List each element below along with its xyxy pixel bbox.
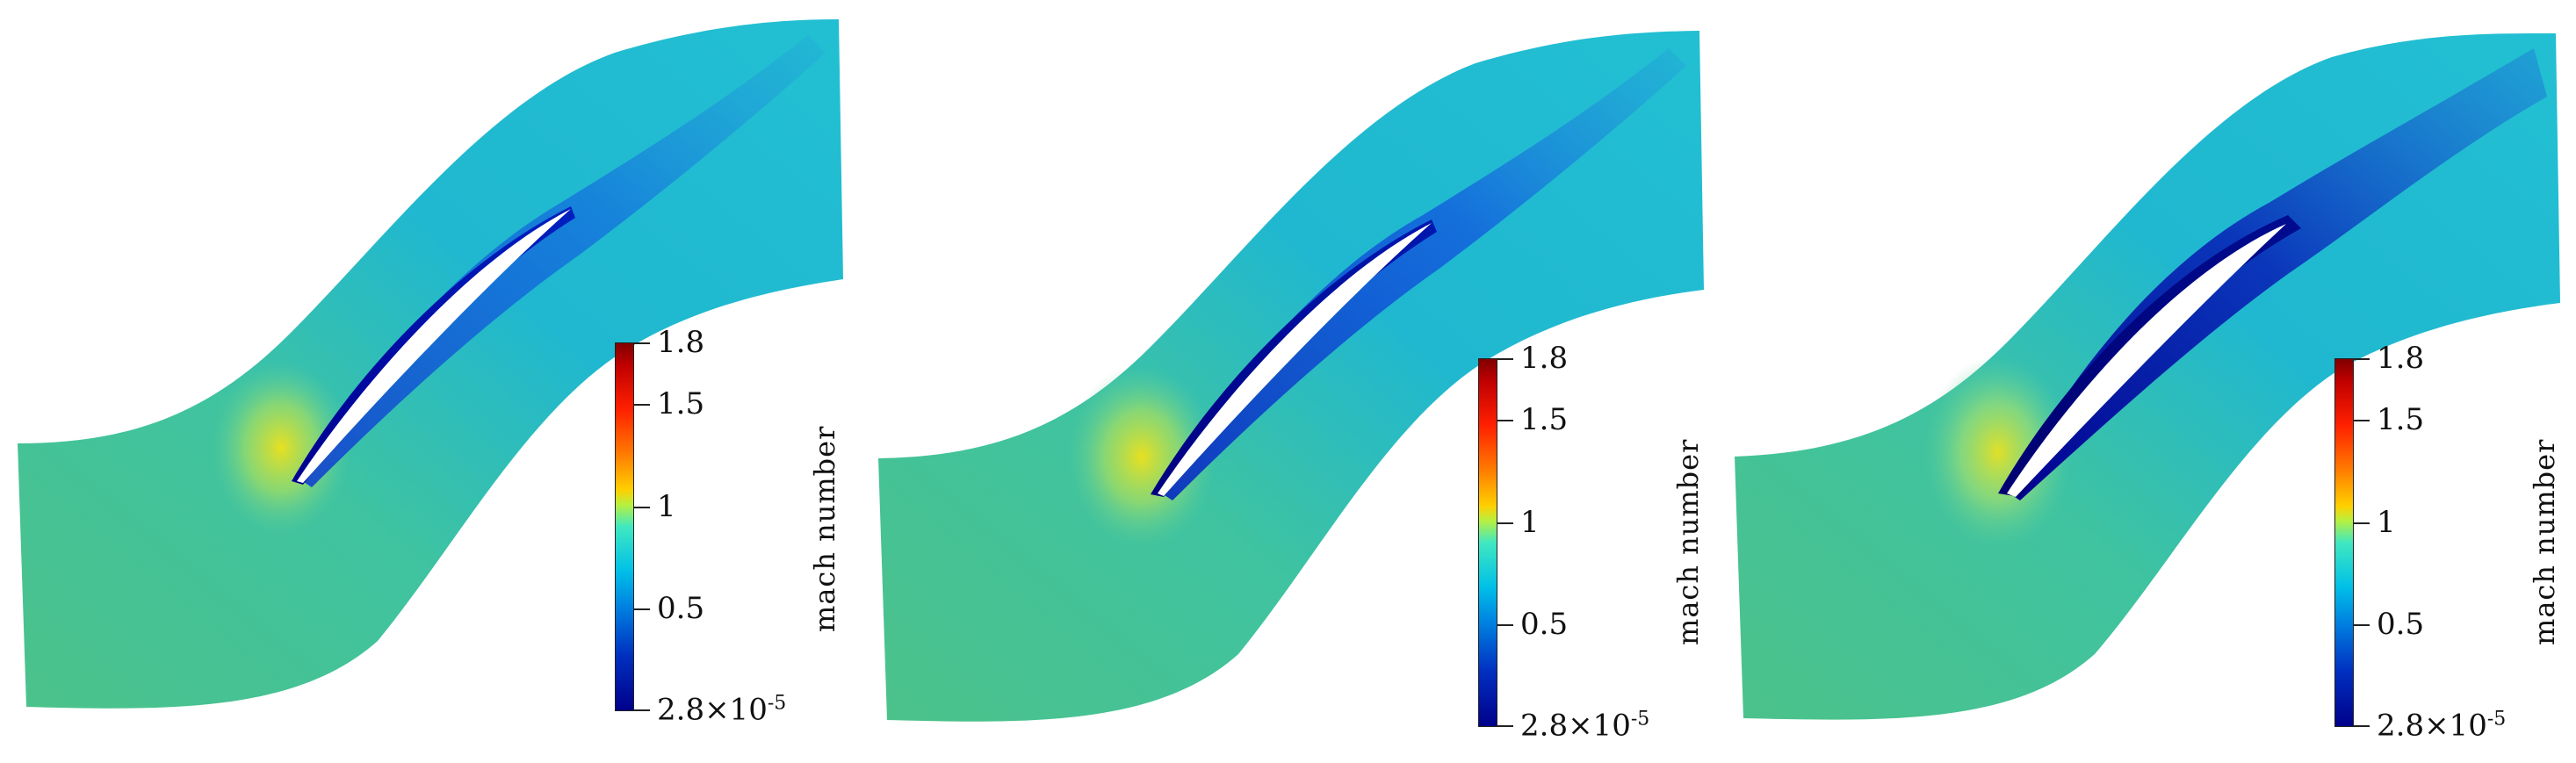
tick-label-1-5: 1.5	[657, 386, 705, 421]
panel-1: 1.8 1.5 1 0.5 2.8×10-5 mach number	[0, 0, 858, 763]
suction-side-low-mach	[2007, 48, 2547, 500]
colorbar-gradient	[1478, 358, 1497, 727]
tick-label-0-5: 0.5	[657, 591, 705, 626]
mach-contour-plot	[18, 19, 843, 709]
tick-label-max: 1.8	[2377, 341, 2425, 376]
tick-label-1-5: 1.5	[2377, 402, 2425, 437]
stagnation-region	[1923, 356, 2073, 549]
tick-label-1: 1	[1520, 505, 1540, 540]
colorbar-gradient	[615, 342, 634, 711]
panel-3: 1.8 1.5 1 0.5 2.8×10-5 mach number	[1717, 0, 2575, 763]
colorbar-label: mach number	[2528, 438, 2561, 645]
tick-label-0-5: 0.5	[1520, 607, 1569, 642]
panel-2: 1.8 1.5 1 0.5 2.8×10-5 mach number	[861, 0, 1719, 763]
colorbar-label: mach number	[1671, 438, 1705, 645]
colorbar: 1.8 1.5 1 0.5 2.8×10-5	[615, 328, 786, 725]
tick-label-1: 1	[657, 489, 676, 524]
tick-label-1-5: 1.5	[1520, 402, 1569, 437]
stagnation-region	[1067, 364, 1216, 549]
tick-label-min: 2.8×10-5	[657, 692, 787, 728]
tick-label-min: 2.8×10-5	[1520, 708, 1650, 744]
tick-label-max: 1.8	[657, 325, 705, 360]
tick-label-0-5: 0.5	[2377, 607, 2425, 642]
tick-label-1: 1	[2377, 505, 2396, 540]
suction-side-low-mach	[299, 35, 826, 487]
colorbar: 1.8 1.5 1 0.5 2.8×10-5	[2334, 343, 2506, 741]
colorbar: 1.8 1.5 1 0.5 2.8×10-5	[1478, 343, 1649, 741]
blade	[1158, 223, 1432, 496]
mach-contour-plot	[1735, 32, 2560, 720]
blade	[2007, 224, 2286, 497]
colorbar-gradient	[2334, 358, 2354, 727]
blade	[297, 209, 571, 483]
tick-label-min: 2.8×10-5	[2377, 708, 2507, 744]
colorbar-label: mach number	[808, 425, 841, 632]
tick-label-max: 1.8	[1520, 341, 1569, 376]
mach-contour-plot	[878, 31, 1704, 722]
suction-side-low-mach	[1159, 48, 1686, 500]
stagnation-region	[211, 360, 351, 536]
